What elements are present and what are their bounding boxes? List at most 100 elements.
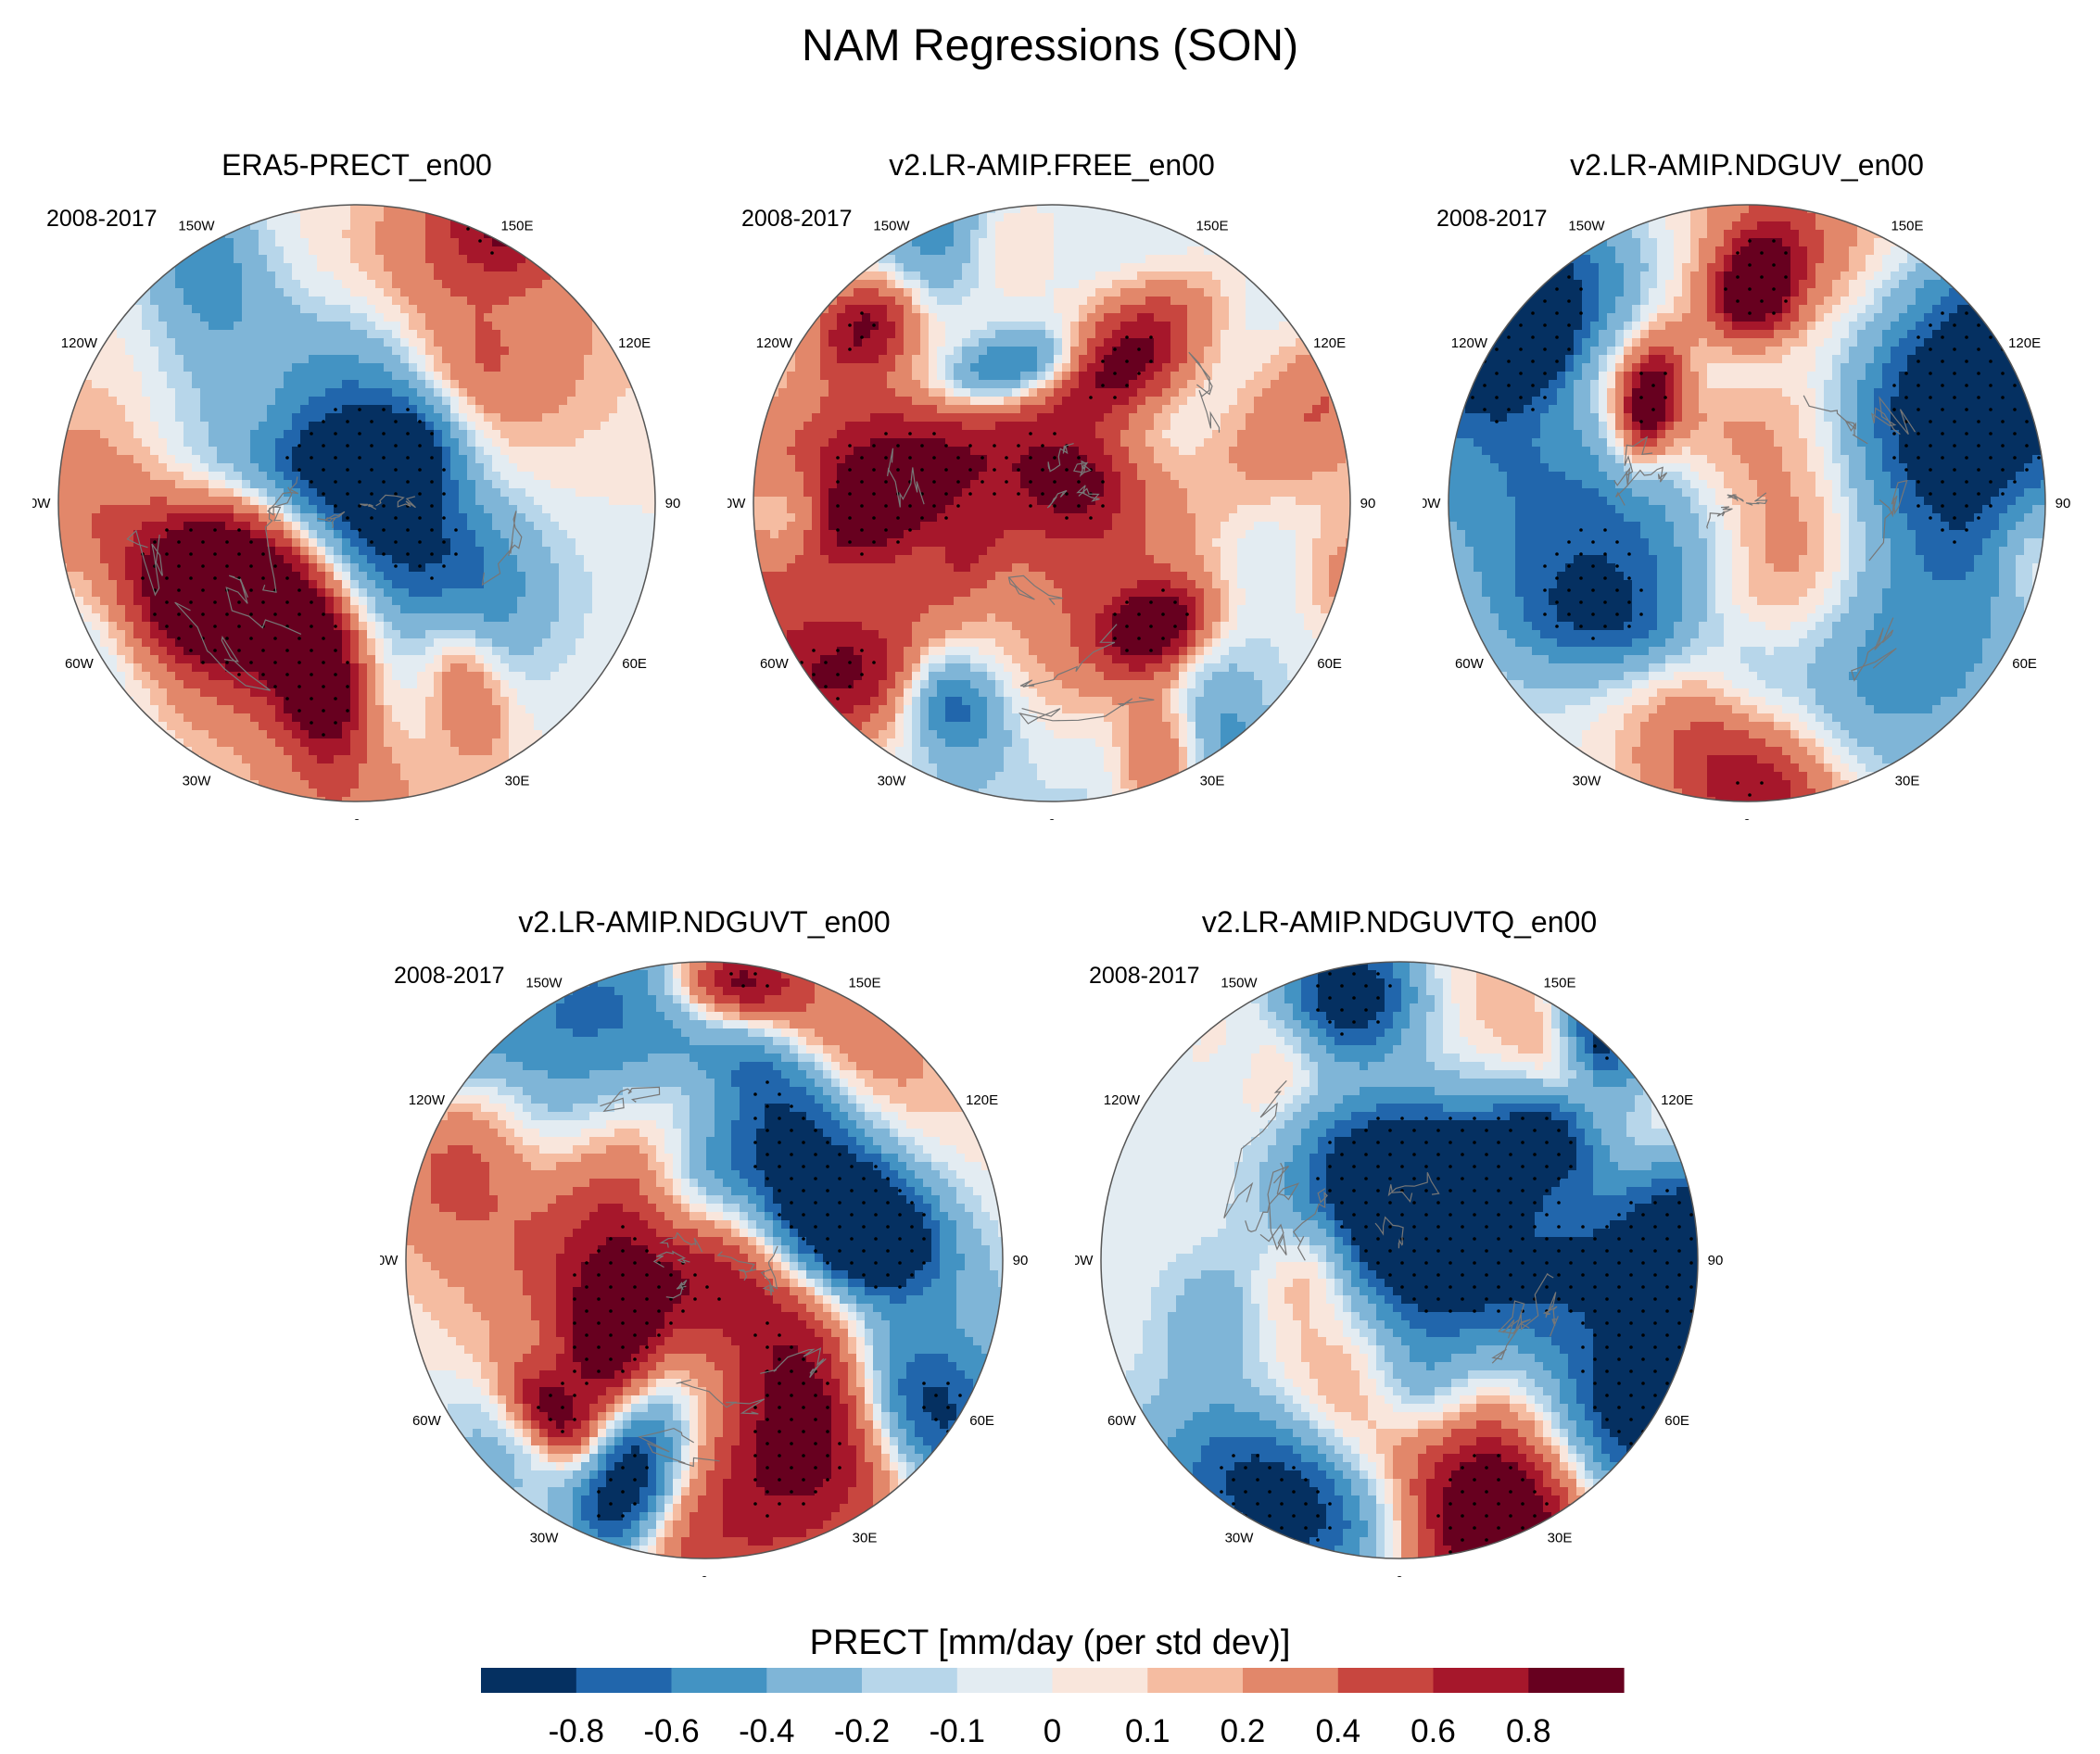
field-cell: [1129, 288, 1138, 297]
field-cell: [292, 355, 301, 364]
field-cell: [525, 297, 535, 306]
field-cell: [912, 255, 921, 264]
field-cell: [500, 322, 510, 331]
field-cell: [459, 538, 468, 548]
field-cell: [359, 338, 368, 347]
stipple-dot: [273, 612, 277, 616]
field-cell: [500, 480, 510, 489]
field-cell: [192, 497, 201, 506]
field-cell: [559, 422, 568, 431]
field-cell: [367, 605, 376, 614]
coastline: [262, 486, 293, 593]
field-cell: [267, 663, 276, 673]
field-cell: [317, 238, 326, 247]
field-cell: [442, 738, 451, 748]
field-cell: [592, 472, 601, 481]
field-cell: [1112, 288, 1121, 297]
field-cell: [108, 380, 118, 389]
field-cell: [1095, 271, 1105, 281]
field-cell: [309, 497, 318, 506]
field-cell: [1262, 305, 1271, 314]
field-cell: [492, 447, 501, 456]
field-cell: [158, 630, 168, 639]
field-cell: [325, 630, 335, 639]
field-cell: [525, 280, 535, 289]
field-cell: [492, 672, 501, 681]
field-cell: [92, 430, 101, 439]
field-cell: [442, 405, 451, 414]
field-cell: [417, 246, 426, 256]
field-cell: [400, 397, 410, 406]
field-cell: [920, 263, 930, 272]
field-cell: [542, 638, 551, 648]
field-cell: [484, 388, 493, 397]
field-cell: [929, 271, 938, 281]
field-cell: [979, 213, 988, 222]
field-cell: [937, 263, 946, 272]
field-cell: [275, 522, 285, 531]
field-cell: [559, 605, 568, 614]
field-cell: [367, 555, 376, 564]
field-cell: [175, 288, 184, 297]
field-cell: [275, 405, 285, 414]
field-cell: [292, 463, 301, 473]
field-cell: [317, 513, 326, 523]
field-cell: [367, 355, 376, 364]
field-cell: [300, 647, 310, 656]
field-cell: [375, 488, 385, 498]
field-cell: [317, 488, 326, 498]
field-cell: [342, 663, 351, 673]
field-cell: [425, 738, 435, 748]
field-cell: [617, 555, 626, 564]
field-cell: [300, 597, 310, 606]
field-cell: [375, 697, 385, 706]
field-cell: [450, 230, 460, 239]
field-cell: [500, 355, 510, 364]
field-cell: [158, 722, 168, 731]
field-cell: [225, 713, 234, 723]
field-cell: [550, 455, 560, 464]
field-cell: [217, 330, 226, 339]
field-cell: [475, 647, 485, 656]
field-cell: [417, 547, 426, 556]
stipple-dot: [153, 612, 157, 616]
field-cell: [1104, 271, 1113, 281]
field-cell: [550, 488, 560, 498]
field-cell: [475, 672, 485, 681]
field-cell: [300, 697, 310, 706]
field-cell: [409, 422, 418, 431]
field-cell: [642, 513, 652, 523]
field-cell: [409, 630, 418, 639]
field-cell: [192, 355, 201, 364]
field-cell: [929, 263, 938, 272]
field-cell: [617, 513, 626, 523]
field-cell: [334, 230, 343, 239]
field-cell: [1170, 288, 1180, 297]
field-cell: [117, 663, 126, 673]
field-cell: [1137, 288, 1146, 297]
field-cell: [434, 697, 443, 706]
field-cell: [209, 271, 218, 281]
field-cell: [242, 763, 251, 773]
field-cell: [425, 347, 435, 356]
field-cell: [375, 530, 385, 539]
field-cell: [550, 463, 560, 473]
field-cell: [576, 588, 585, 598]
field-cell: [567, 680, 576, 689]
field-cell: [167, 572, 176, 581]
field-cell: [1195, 297, 1205, 306]
field-cell: [300, 513, 310, 523]
field-cell: [392, 480, 401, 489]
field-cell: [209, 672, 218, 681]
field-cell: [517, 563, 526, 573]
field-cell: [434, 413, 443, 423]
field-cell: [459, 313, 468, 322]
field-cell: [870, 313, 879, 322]
field-cell: [1062, 280, 1071, 289]
field-cell: [183, 280, 193, 289]
field-cell: [1070, 297, 1080, 306]
field-cell: [475, 580, 485, 589]
field-cell: [317, 313, 326, 322]
field-cell: [317, 647, 326, 656]
field-cell: [1129, 205, 1138, 214]
